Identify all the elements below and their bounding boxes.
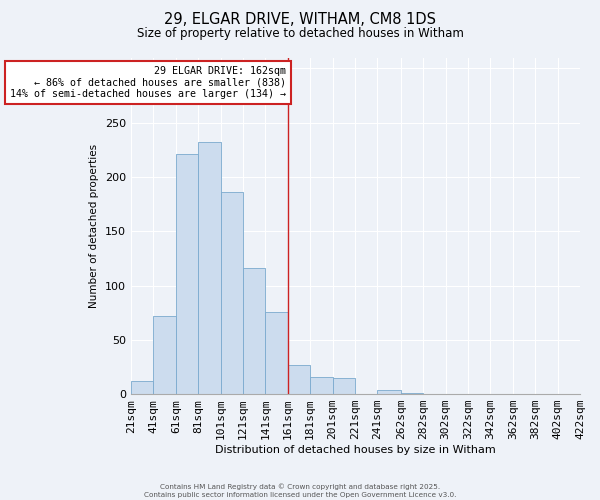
Bar [154, 316, 176, 394]
Bar [377, 390, 401, 394]
Bar [332, 378, 355, 394]
Text: 29 ELGAR DRIVE: 162sqm
← 86% of detached houses are smaller (838)
14% of semi-de: 29 ELGAR DRIVE: 162sqm ← 86% of detached… [10, 66, 286, 100]
Bar [310, 376, 332, 394]
X-axis label: Distribution of detached houses by size in Witham: Distribution of detached houses by size … [215, 445, 496, 455]
Bar [176, 154, 198, 394]
Text: Contains HM Land Registry data © Crown copyright and database right 2025.
Contai: Contains HM Land Registry data © Crown c… [144, 484, 456, 498]
Bar [131, 381, 154, 394]
Bar [401, 393, 423, 394]
Bar [198, 142, 221, 394]
Bar [221, 192, 243, 394]
Bar [288, 365, 310, 394]
Bar [265, 312, 288, 394]
Y-axis label: Number of detached properties: Number of detached properties [89, 144, 100, 308]
Text: 29, ELGAR DRIVE, WITHAM, CM8 1DS: 29, ELGAR DRIVE, WITHAM, CM8 1DS [164, 12, 436, 28]
Text: Size of property relative to detached houses in Witham: Size of property relative to detached ho… [137, 28, 463, 40]
Bar [243, 268, 265, 394]
